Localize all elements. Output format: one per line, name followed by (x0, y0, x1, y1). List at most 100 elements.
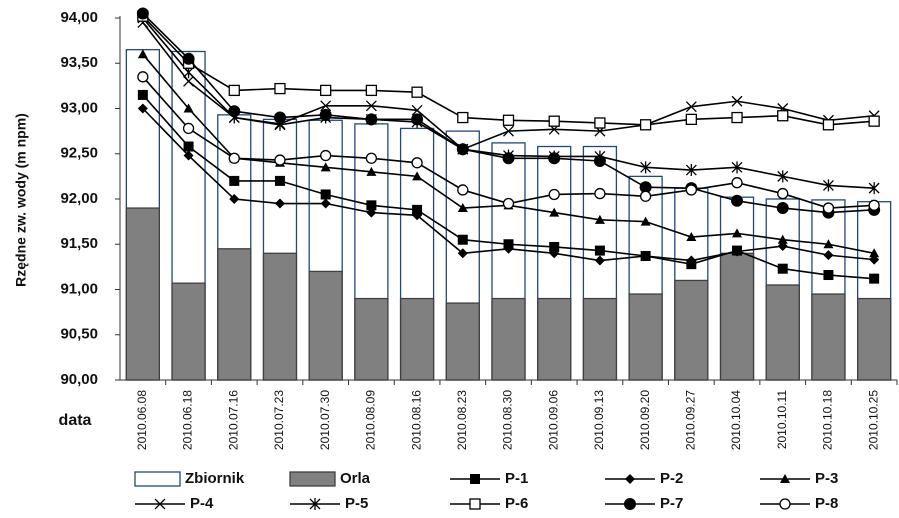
point-marker (228, 152, 240, 164)
legend-label: P-1 (505, 470, 528, 487)
y-tick-label: 90,00 (60, 371, 98, 388)
point-marker (868, 182, 880, 195)
point-marker (412, 171, 423, 181)
point-marker (411, 104, 423, 116)
point-marker (685, 101, 697, 113)
legend-swatch (134, 471, 181, 487)
point-marker (868, 199, 880, 211)
x-tick-label: 2010.10.25 (866, 390, 880, 450)
point-marker (823, 250, 834, 261)
x-tick-label: 2010.09.27 (683, 390, 697, 450)
bar (537, 297, 572, 381)
x-tick-label: 2010.06.18 (181, 390, 195, 450)
x-axis-title: data (59, 412, 92, 429)
point-marker (365, 113, 378, 126)
legend-label: P-6 (505, 495, 528, 512)
point-marker (273, 111, 286, 124)
point-marker (548, 152, 561, 165)
point-marker (869, 248, 880, 258)
x-tick-label: 2010.10.18 (821, 390, 835, 450)
point-marker (639, 190, 652, 202)
point-marker (686, 232, 697, 242)
point-marker (777, 170, 789, 183)
legend-marker (624, 498, 636, 510)
point-marker (731, 95, 743, 107)
point-marker (548, 188, 560, 201)
point-marker (366, 166, 377, 176)
point-marker (229, 194, 240, 204)
point-marker (320, 84, 332, 97)
point-marker (182, 52, 195, 65)
point-marker (319, 108, 332, 121)
bar (765, 284, 800, 381)
point-marker (593, 154, 606, 167)
point-marker (822, 202, 835, 214)
point-marker (731, 111, 743, 124)
point-marker (274, 175, 285, 186)
point-marker (777, 110, 789, 122)
point-marker (502, 197, 515, 210)
point-marker (685, 113, 697, 126)
bar (491, 297, 526, 381)
point-marker (685, 164, 697, 177)
y-tick-label: 93,00 (60, 99, 98, 116)
point-marker (137, 49, 148, 59)
point-marker (136, 7, 149, 20)
bar (399, 297, 435, 381)
bar (262, 252, 298, 381)
x-tick-label: 2010.10.11 (775, 390, 789, 449)
point-marker (639, 181, 652, 194)
point-marker (320, 162, 331, 172)
point-marker (594, 187, 606, 200)
bar (445, 302, 480, 381)
point-marker (823, 239, 834, 249)
point-marker (594, 245, 605, 256)
y-tick-label: 93,50 (60, 54, 98, 71)
point-marker (776, 202, 789, 215)
bar (582, 297, 618, 381)
point-marker (640, 216, 651, 226)
series-line (142, 15, 875, 126)
point-marker (366, 207, 377, 218)
legend-label: P-4 (190, 495, 214, 512)
point-marker (731, 194, 744, 207)
y-tick-label: 91,00 (60, 280, 98, 297)
legend-marker (625, 474, 635, 484)
legend-label: P-2 (660, 470, 683, 487)
legend-label: P-7 (660, 495, 683, 512)
bar (125, 207, 161, 381)
point-marker (594, 117, 606, 129)
point-marker (822, 119, 835, 131)
legend-marker (309, 498, 321, 510)
point-marker (320, 100, 332, 112)
point-marker (412, 204, 423, 215)
point-marker (640, 161, 652, 174)
point-marker (365, 152, 378, 164)
point-marker (320, 149, 332, 162)
point-marker (411, 86, 423, 98)
legend-label: Orla (340, 470, 371, 487)
point-marker (549, 207, 560, 217)
legend-label: P-3 (815, 470, 838, 487)
bar (308, 270, 343, 381)
point-marker (685, 184, 697, 196)
y-tick-label: 91,50 (60, 235, 98, 252)
legend-marker (780, 474, 790, 483)
point-marker (228, 105, 241, 118)
legend-marker (154, 498, 166, 510)
x-tick-label: 2010.09.20 (638, 390, 652, 450)
point-marker (503, 125, 514, 137)
point-marker (137, 89, 148, 100)
point-marker (137, 103, 148, 114)
point-marker (732, 228, 743, 238)
bar (856, 297, 892, 381)
point-marker (457, 203, 468, 213)
legend-swatch (289, 471, 336, 487)
point-marker (549, 248, 560, 259)
point-marker (411, 157, 423, 169)
point-marker (320, 198, 331, 209)
point-marker (549, 241, 560, 252)
legend-marker (779, 498, 791, 510)
y-tick-label: 92,50 (60, 145, 98, 162)
